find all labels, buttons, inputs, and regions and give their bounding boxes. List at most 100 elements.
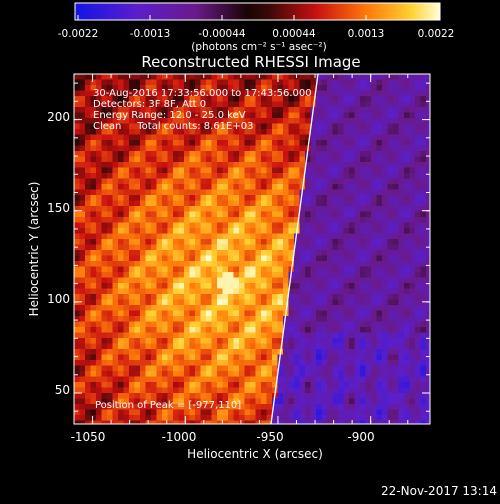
heatmap-cell bbox=[200, 134, 207, 141]
heatmap-cell bbox=[332, 167, 339, 174]
heatmap-cell bbox=[365, 294, 372, 300]
heatmap-cell bbox=[393, 118, 399, 124]
heatmap-cell bbox=[404, 360, 410, 366]
heatmap-cell bbox=[85, 332, 91, 339]
heatmap-cell bbox=[393, 101, 399, 108]
heatmap-cell bbox=[376, 294, 383, 300]
heatmap-cell bbox=[239, 371, 245, 377]
heatmap-cell bbox=[288, 173, 295, 179]
heatmap-cell bbox=[343, 354, 350, 361]
heatmap-cell bbox=[250, 305, 256, 311]
heatmap-cell bbox=[189, 228, 196, 234]
heatmap-cell bbox=[415, 382, 421, 388]
heatmap-cell bbox=[222, 178, 229, 185]
heatmap-cell bbox=[321, 79, 328, 86]
heatmap-cell bbox=[211, 228, 218, 234]
heatmap-cell bbox=[261, 217, 267, 223]
heatmap-cell bbox=[420, 261, 427, 267]
heatmap-cell bbox=[299, 266, 306, 273]
heatmap-cell bbox=[184, 134, 190, 141]
heatmap-cell bbox=[90, 398, 97, 405]
heatmap-cell bbox=[244, 338, 251, 344]
heatmap-cell bbox=[167, 288, 174, 295]
heatmap-cell bbox=[217, 96, 223, 102]
heatmap-cell bbox=[74, 332, 80, 339]
heatmap-cell bbox=[316, 151, 322, 157]
heatmap-cell bbox=[145, 217, 152, 223]
heatmap-cell bbox=[222, 255, 229, 262]
heatmap-cell bbox=[156, 277, 163, 284]
heatmap-cell bbox=[222, 222, 229, 229]
heatmap-cell bbox=[244, 200, 251, 207]
heatmap-cell bbox=[134, 398, 141, 405]
heatmap-cell bbox=[272, 244, 278, 251]
heatmap-cell bbox=[156, 134, 163, 141]
heatmap-cell bbox=[343, 382, 350, 388]
heatmap-cell bbox=[96, 382, 102, 388]
heatmap-cell bbox=[167, 283, 174, 289]
heatmap-cell bbox=[398, 321, 405, 328]
heatmap-cell bbox=[151, 145, 157, 152]
heatmap-cell bbox=[217, 173, 223, 179]
heatmap-cell bbox=[332, 415, 339, 421]
heatmap-cell bbox=[398, 349, 405, 355]
heatmap-cell bbox=[382, 354, 388, 361]
heatmap-cell bbox=[294, 343, 300, 350]
heatmap-cell bbox=[211, 294, 218, 300]
heatmap-cell bbox=[244, 387, 251, 394]
heatmap-cell bbox=[398, 134, 405, 141]
heatmap-cell bbox=[156, 415, 163, 421]
heatmap-cell bbox=[211, 343, 218, 350]
heatmap-cell bbox=[360, 404, 366, 410]
heatmap-cell bbox=[145, 206, 152, 212]
heatmap-cell bbox=[239, 299, 245, 306]
heatmap-cell bbox=[382, 327, 388, 333]
heatmap-cell bbox=[162, 145, 168, 152]
heatmap-cell bbox=[173, 167, 179, 174]
heatmap-cell bbox=[343, 244, 350, 251]
heatmap-cell bbox=[316, 101, 322, 108]
heatmap-cell bbox=[371, 310, 377, 317]
heatmap-cell bbox=[365, 409, 372, 416]
heatmap-cell bbox=[415, 184, 421, 190]
heatmap-cell bbox=[272, 250, 278, 256]
heatmap-cell bbox=[266, 398, 273, 405]
heatmap-cell bbox=[415, 371, 421, 377]
heatmap-cell bbox=[255, 239, 262, 245]
heatmap-cell bbox=[74, 371, 80, 377]
heatmap-cell bbox=[387, 200, 394, 207]
heatmap-cell bbox=[310, 404, 317, 410]
heatmap-cell bbox=[79, 233, 86, 240]
heatmap-cell bbox=[211, 156, 218, 163]
heatmap-cell bbox=[239, 162, 245, 168]
heatmap-cell bbox=[365, 338, 372, 344]
heatmap-cell bbox=[393, 305, 399, 311]
heatmap-cell bbox=[222, 266, 229, 273]
heatmap-cell bbox=[409, 343, 416, 350]
heatmap-cell bbox=[156, 321, 163, 328]
heatmap-cell bbox=[409, 255, 416, 262]
heatmap-cell bbox=[228, 250, 234, 256]
heatmap-cell bbox=[123, 365, 130, 372]
heatmap-cell bbox=[239, 376, 245, 383]
heatmap-cell bbox=[426, 123, 430, 130]
heatmap-cell bbox=[404, 151, 410, 157]
heatmap-cell bbox=[134, 140, 141, 146]
heatmap-cell bbox=[189, 118, 196, 124]
heatmap-cell bbox=[101, 310, 108, 317]
heatmap-cell bbox=[255, 107, 262, 113]
heatmap-cell bbox=[96, 217, 102, 223]
heatmap-cell bbox=[338, 145, 344, 152]
heatmap-cell bbox=[195, 162, 201, 168]
heatmap-cell bbox=[129, 228, 135, 234]
heatmap-cell bbox=[162, 387, 168, 394]
heatmap-cell bbox=[272, 310, 278, 317]
heatmap-cell bbox=[228, 387, 234, 394]
heatmap-cell bbox=[239, 228, 245, 234]
heatmap-cell bbox=[173, 288, 179, 295]
heatmap-cell bbox=[239, 277, 245, 284]
heatmap-cell bbox=[354, 409, 361, 416]
heatmap-cell bbox=[398, 376, 405, 383]
heatmap-cell bbox=[167, 327, 174, 333]
heatmap-cell bbox=[96, 206, 102, 212]
